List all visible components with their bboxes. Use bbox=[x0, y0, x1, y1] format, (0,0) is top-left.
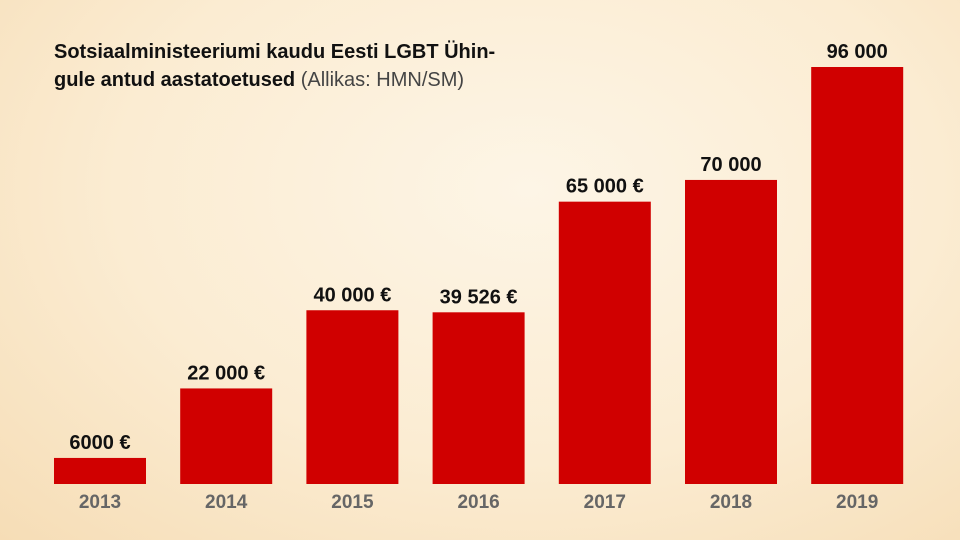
value-label-2014: 22 000 € bbox=[187, 362, 265, 384]
chart-title-line-1: Sotsiaalministeeriumi kaudu Eesti LGBT Ü… bbox=[54, 41, 496, 63]
year-label-2016: 2016 bbox=[457, 492, 499, 513]
bar-2013 bbox=[54, 457, 146, 484]
year-label-2019: 2019 bbox=[836, 492, 878, 513]
chart-title: Sotsiaalministeeriumi kaudu Eesti LGBT Ü… bbox=[54, 38, 574, 94]
year-label-2015: 2015 bbox=[331, 492, 374, 513]
bar-2017 bbox=[558, 201, 651, 484]
value-label-2013: 6000 € bbox=[69, 432, 130, 454]
year-label-2013: 2013 bbox=[79, 492, 121, 513]
chart-title-line-2-text: gule antud aastatoetused bbox=[54, 69, 296, 91]
year-label-2014: 2014 bbox=[205, 492, 248, 513]
bar-2016 bbox=[432, 312, 525, 484]
year-label-2017: 2017 bbox=[584, 492, 626, 513]
bar-2014 bbox=[180, 388, 273, 484]
value-label-2019: 96 000 bbox=[827, 41, 888, 63]
chart-source: (Allikas: HMN/SM) bbox=[300, 69, 465, 91]
bar-2019 bbox=[811, 67, 904, 484]
value-label-2015: 40 000 € bbox=[313, 284, 391, 306]
value-label-2017: 65 000 € bbox=[566, 176, 644, 198]
value-label-2018: 70 000 bbox=[700, 154, 761, 176]
bar-2015 bbox=[306, 310, 399, 484]
year-label-2018: 2018 bbox=[710, 492, 752, 513]
bar-2018 bbox=[685, 179, 777, 484]
chart-title-line-2: gule antud aastatoetused (Allikas: HMN/S… bbox=[54, 66, 574, 94]
value-label-2016: 39 526 € bbox=[440, 286, 518, 308]
